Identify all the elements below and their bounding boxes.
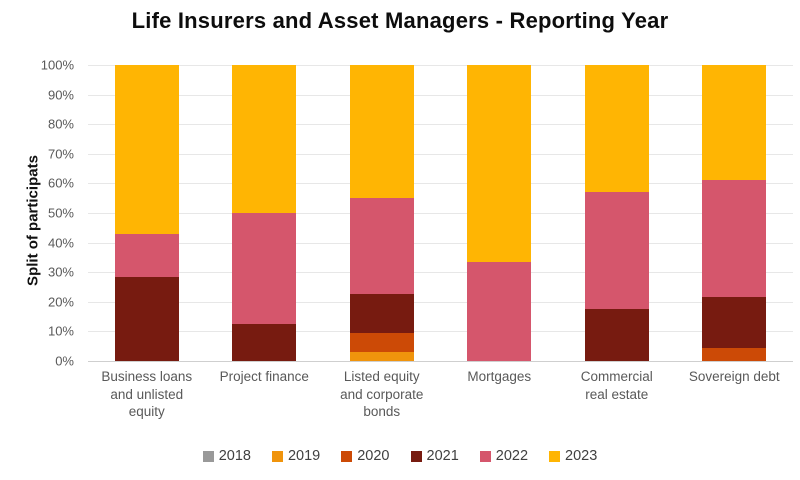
bar-segment-2022 xyxy=(702,180,767,298)
gridline xyxy=(88,124,793,125)
x-axis-category-labels: Business loans and unlisted equity Projec… xyxy=(88,368,793,421)
bar-commercial-real-estate xyxy=(584,65,649,361)
bar-segment-2023 xyxy=(114,65,179,234)
bar-segment-2021 xyxy=(584,309,649,361)
legend-label: 2020 xyxy=(357,448,390,464)
y-axis-tick-label: 0% xyxy=(55,353,74,369)
legend-swatch-icon xyxy=(341,450,353,462)
legend-label: 2018 xyxy=(218,448,251,464)
gridline xyxy=(88,213,793,214)
legend-swatch-icon xyxy=(410,450,422,462)
gridline xyxy=(88,361,793,362)
legend-item-2020: 2020 xyxy=(341,448,390,464)
bar-segment-2019 xyxy=(349,352,414,361)
y-axis-tick-labels: 0% 10% 20% 30% 40% 50% 60% 70% 80% 90% 100% xyxy=(0,58,80,369)
legend-swatch-icon xyxy=(271,450,283,462)
legend-swatch-icon xyxy=(549,450,561,462)
bar-segment-2020 xyxy=(702,347,767,361)
gridline xyxy=(88,183,793,184)
bars-row xyxy=(88,65,793,361)
bar-segment-2021 xyxy=(232,324,297,361)
legend: 2018 2019 2020 2021 2022 2023 xyxy=(0,448,800,464)
chart-title: Life Insurers and Asset Managers - Repor… xyxy=(131,8,669,33)
plot-area xyxy=(88,65,793,362)
bar-segment-2021 xyxy=(349,294,414,333)
gridline xyxy=(88,331,793,332)
bar-segment-2022 xyxy=(584,192,649,310)
y-axis-tick-label: 70% xyxy=(47,146,74,162)
y-axis-tick-label: 80% xyxy=(47,116,74,132)
y-axis-tick-label: 100% xyxy=(40,57,74,73)
bar-segment-2023 xyxy=(467,65,532,262)
y-axis-tick-label: 90% xyxy=(47,87,74,103)
bar-segment-2022 xyxy=(349,198,414,295)
legend-swatch-icon xyxy=(479,450,491,462)
gridline xyxy=(88,243,793,244)
bar-mortgages xyxy=(467,65,532,361)
legend-label: 2019 xyxy=(287,448,321,464)
x-axis-label: Mortgages xyxy=(467,369,532,384)
legend-swatch-icon xyxy=(202,450,214,462)
bar-segment-2022 xyxy=(467,261,532,361)
legend-item-2021: 2021 xyxy=(410,448,459,464)
bar-segment-2022 xyxy=(114,233,179,277)
y-axis-tick-label: 10% xyxy=(47,323,74,339)
y-axis-tick-label: 20% xyxy=(47,294,74,310)
legend-label: 2021 xyxy=(426,448,459,464)
bar-listed-equity-and-corporate-bonds xyxy=(349,65,414,361)
legend-item-2023: 2023 xyxy=(549,448,597,464)
y-axis-tick-label: 30% xyxy=(47,264,74,280)
legend-label: 2022 xyxy=(495,448,529,464)
x-axis-label: Business loans and unlisted equity xyxy=(101,369,193,420)
bar-business-loans-and-unlisted-equity xyxy=(114,65,179,361)
x-axis-label: Sovereign debt xyxy=(688,369,780,384)
x-axis-label: Commercial real estate xyxy=(580,369,653,402)
bar-sovereign-debt xyxy=(702,65,767,361)
gridline xyxy=(88,154,793,155)
y-axis-tick-label: 50% xyxy=(47,205,74,221)
x-axis-label: Project finance xyxy=(219,369,309,384)
bar-segment-2023 xyxy=(702,65,767,181)
gridline xyxy=(88,95,793,96)
legend-item-2022: 2022 xyxy=(479,448,529,464)
bar-segment-2021 xyxy=(702,297,767,348)
legend-label: 2023 xyxy=(565,448,598,464)
bar-segment-2023 xyxy=(584,65,649,193)
y-axis-tick-label: 40% xyxy=(47,235,74,251)
gridline xyxy=(88,65,793,66)
bar-segment-2022 xyxy=(232,213,297,324)
legend-item-2019: 2019 xyxy=(271,448,321,464)
legend-item-2018: 2018 xyxy=(202,448,251,464)
bar-segment-2020 xyxy=(349,332,414,353)
gridline xyxy=(88,302,793,303)
bar-segment-2023 xyxy=(349,65,414,199)
x-axis-label: Listed equity and corporate bonds xyxy=(340,369,424,420)
y-axis-tick-label: 60% xyxy=(47,175,74,191)
gridline xyxy=(88,272,793,273)
bar-segment-2021 xyxy=(114,276,179,361)
bar-segment-2023 xyxy=(232,65,297,213)
bar-project-finance xyxy=(232,65,297,361)
